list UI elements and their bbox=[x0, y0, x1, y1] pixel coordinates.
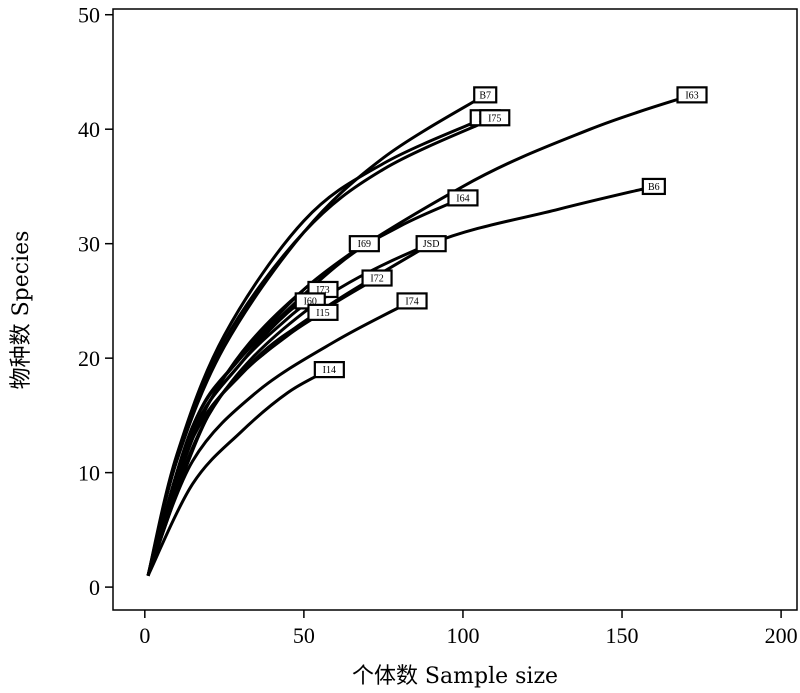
series-label-text: B6 bbox=[648, 182, 660, 193]
series-label-i14: I14 bbox=[313, 361, 345, 379]
x-axis-ticks: 0 50 100 150 200 bbox=[139, 610, 798, 648]
series-label-box bbox=[313, 361, 345, 379]
series-label-text: I64 bbox=[456, 193, 469, 204]
series-label-i75: I75 bbox=[479, 109, 511, 127]
series-label-box bbox=[415, 235, 447, 253]
series-curve-i14 bbox=[146, 368, 331, 577]
series-label-text: I72 bbox=[370, 274, 383, 285]
x-tick-label: 150 bbox=[606, 623, 639, 648]
series-labels: B7I58I75I63I64B6I69JSDI73I60I72I15I74I14 bbox=[294, 86, 708, 379]
series-label-text: I75 bbox=[488, 113, 501, 124]
series-label-i72: I72 bbox=[361, 269, 393, 287]
series-curve-i15 bbox=[146, 311, 324, 577]
x-tick-label: 100 bbox=[446, 623, 479, 648]
series-label-i15: I15 bbox=[307, 303, 339, 321]
series-label-box bbox=[676, 86, 708, 104]
series-label-jsd: JSD bbox=[415, 235, 447, 253]
series-label-box bbox=[447, 189, 479, 207]
series-label-i63: I63 bbox=[676, 86, 708, 104]
y-axis-ticks: 0 10 20 30 40 50 bbox=[78, 3, 113, 600]
x-axis-title: 个体数 Sample size bbox=[352, 664, 558, 689]
x-tick-label: 50 bbox=[293, 623, 315, 648]
series-label-box bbox=[473, 86, 498, 104]
series-label-i74: I74 bbox=[396, 292, 428, 310]
x-tick-label: 0 bbox=[139, 623, 150, 648]
y-axis-title: 物种数 Species bbox=[9, 231, 34, 390]
series-curve-i58 bbox=[146, 116, 486, 577]
y-tick-label: 10 bbox=[78, 461, 100, 486]
series-curve-i75 bbox=[146, 116, 496, 577]
y-tick-label: 20 bbox=[78, 346, 100, 371]
series-label-text: I63 bbox=[685, 90, 698, 101]
series-label-text: I69 bbox=[358, 239, 371, 250]
y-tick-label: 0 bbox=[89, 575, 100, 600]
x-tick-label: 200 bbox=[765, 623, 798, 648]
series-label-b7: B7 bbox=[473, 86, 498, 104]
series-label-text: B7 bbox=[479, 90, 491, 101]
y-tick-label: 40 bbox=[78, 117, 100, 142]
series-label-text: I60 bbox=[304, 296, 317, 307]
series-label-text: I14 bbox=[323, 365, 336, 376]
series-label-box bbox=[641, 177, 666, 196]
series-curve-b7 bbox=[146, 93, 486, 577]
series-curve-i72 bbox=[146, 276, 378, 577]
series-label-text: JSD bbox=[423, 239, 440, 250]
series-curve-i73 bbox=[146, 288, 324, 577]
series-label-box bbox=[307, 303, 339, 321]
series-label-b6: B6 bbox=[641, 177, 666, 196]
series-curves bbox=[146, 93, 693, 577]
series-label-box bbox=[348, 235, 380, 253]
series-label-text: I73 bbox=[316, 285, 329, 296]
series-label-i64: I64 bbox=[447, 189, 479, 207]
series-curve-i60 bbox=[146, 299, 312, 577]
y-tick-label: 30 bbox=[78, 232, 100, 257]
series-curve-i64 bbox=[146, 196, 464, 577]
series-label-i69: I69 bbox=[348, 235, 380, 253]
series-label-box bbox=[396, 292, 428, 310]
y-tick-label: 50 bbox=[78, 3, 100, 28]
series-label-text: I74 bbox=[405, 296, 418, 307]
series-curve-i74 bbox=[146, 299, 413, 577]
series-label-text: I15 bbox=[316, 308, 329, 319]
series-label-box bbox=[361, 269, 393, 287]
plot-frame bbox=[112, 8, 798, 611]
series-label-box bbox=[479, 109, 511, 127]
